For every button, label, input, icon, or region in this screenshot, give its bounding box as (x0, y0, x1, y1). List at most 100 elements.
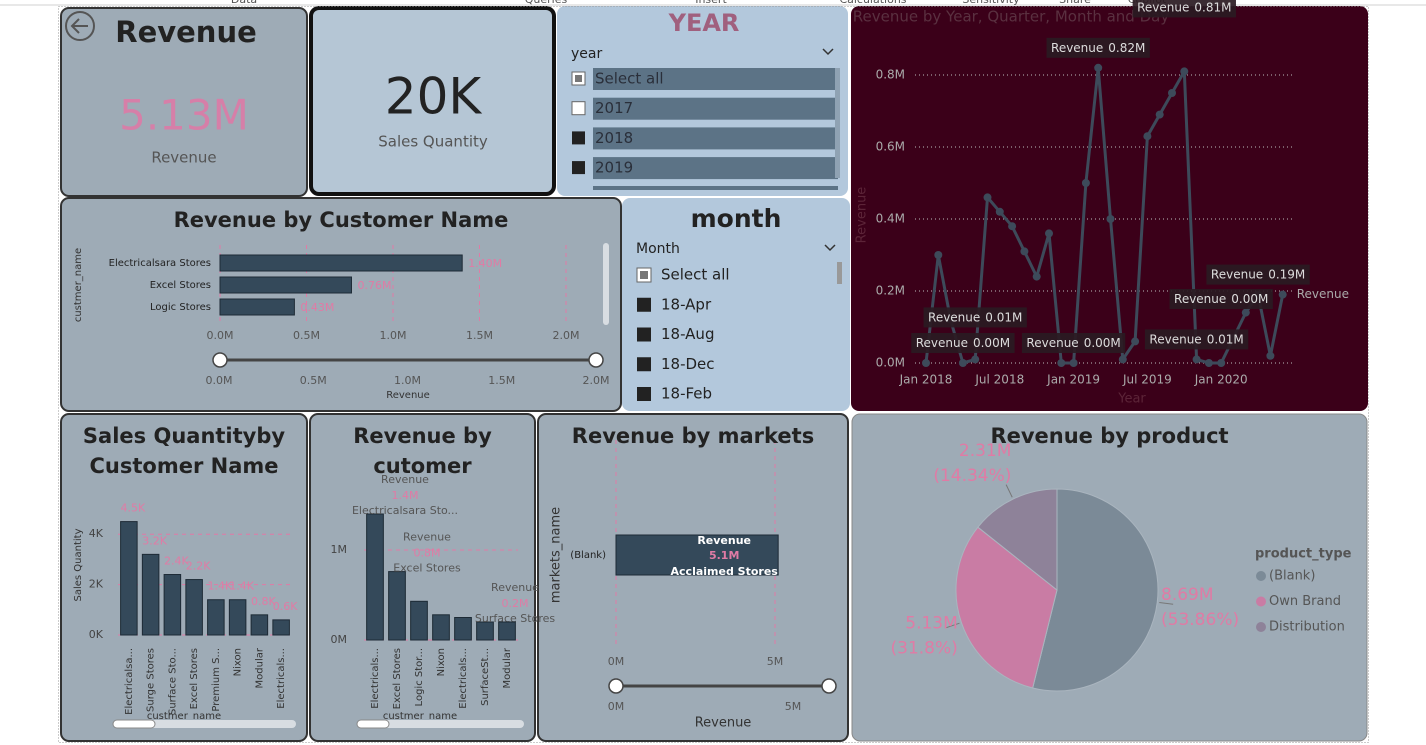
chart-title: Revenue by product (990, 424, 1229, 448)
scrollbar-thumb[interactable] (112, 719, 156, 729)
line (924, 66, 1285, 365)
x-tick-label: Surge Stores (146, 648, 157, 712)
data-label-value: 0.01M (985, 310, 1022, 324)
range-slider-knob[interactable] (821, 678, 837, 694)
legend-label[interactable]: (Blank) (1269, 569, 1315, 584)
data-label-value: 0.01M (1207, 332, 1244, 346)
dropdown-chevron[interactable] (822, 48, 834, 56)
point (983, 193, 992, 202)
checkbox[interactable] (572, 131, 585, 145)
legend-swatch (1256, 622, 1266, 632)
ribbon-tab[interactable]: Share (1059, 0, 1091, 6)
legend-title: product_type (1255, 547, 1352, 562)
bar (219, 276, 352, 294)
x-tick-label: Logic Stor... (414, 648, 425, 706)
range-slider-knob[interactable] (212, 352, 228, 368)
x-tick-label: 2.0M (553, 329, 580, 342)
slicer-item[interactable]: 2019 (595, 159, 633, 177)
data-label-detail: Acclaimed Stores (671, 565, 779, 578)
point (1192, 355, 1201, 364)
leader-line (946, 622, 960, 629)
checkbox[interactable] (637, 357, 651, 372)
slicer-item[interactable]: 18-Dec (661, 355, 715, 373)
checkbox[interactable] (637, 297, 651, 312)
slicer-item[interactable]: 18-Aug (661, 325, 714, 343)
data-label: 4.5K (121, 502, 146, 515)
data-label-name: Revenue (491, 581, 539, 594)
data-label-name: Revenue (1051, 40, 1103, 54)
bar (366, 513, 384, 641)
point (1106, 215, 1115, 223)
data-label: Revenue 0.81M (1137, 0, 1231, 14)
panel (60, 7, 308, 197)
y-axis-title: Sales Quantity (73, 528, 84, 601)
slicer-item[interactable]: 2018 (595, 129, 633, 147)
data-label-box (1206, 264, 1310, 285)
checkbox[interactable] (637, 387, 651, 401)
dropdown-chevron[interactable] (824, 244, 836, 252)
slicer-item[interactable]: Select all (595, 70, 664, 88)
data-label: Revenue 0.00M (1026, 336, 1120, 350)
panel (309, 6, 556, 196)
slicer-title: month (691, 204, 782, 233)
checkbox[interactable] (637, 327, 651, 342)
data-label: 5.13M (905, 613, 958, 633)
checkbox[interactable] (572, 161, 585, 175)
slider-label: 1.0M (394, 374, 421, 387)
range-slider-knob[interactable] (608, 678, 624, 694)
slicer-item[interactable]: Select all (661, 266, 730, 284)
x-axis-title: Revenue (695, 716, 752, 731)
x-tick-label: 0.5M (293, 329, 320, 342)
point (1278, 290, 1287, 299)
ribbon-tab[interactable]: Queries (525, 0, 568, 6)
scrollbar-thumb[interactable] (356, 719, 390, 729)
ribbon-tab[interactable]: Insert (695, 0, 727, 6)
slicer-item[interactable]: 2017 (595, 99, 633, 117)
slicer-item[interactable]: 18-Feb (661, 385, 712, 403)
y-tick-label: 0.6M (876, 140, 905, 154)
data-label-name: Revenue (1026, 336, 1078, 350)
data-label-name: Revenue (1174, 292, 1226, 306)
slicer-row (593, 157, 838, 180)
point (958, 359, 967, 367)
data-label: 2.4K (164, 555, 189, 568)
range-slider-knob[interactable] (588, 352, 604, 368)
slider-label: 1.5M (488, 374, 515, 387)
bar (476, 621, 494, 641)
x-tick-label: Nixon (436, 648, 447, 676)
y-tick-label: 0M (331, 633, 348, 646)
scrollbar (603, 243, 609, 325)
legend-label[interactable]: Own Brand (1269, 594, 1341, 609)
data-label: Revenue 0.19M (1211, 267, 1305, 281)
checkbox[interactable] (571, 101, 586, 116)
point (1094, 63, 1103, 72)
ribbon-tab[interactable]: Sensitivity (962, 0, 1020, 6)
back-button[interactable] (65, 11, 95, 41)
slider-label: 0.5M (300, 374, 327, 387)
point (1057, 359, 1066, 367)
point (1131, 337, 1140, 346)
y-tick-label: 0.4M (876, 212, 905, 226)
y-tick-label: 0.8M (876, 68, 905, 82)
ribbon-tab[interactable]: Data (231, 0, 257, 6)
data-label: 3.2K (142, 534, 167, 547)
y-tick-label: 1M (331, 543, 348, 556)
x-tick-label: Jul 2018 (974, 373, 1024, 387)
bar (615, 534, 779, 576)
data-label-value: 0.81M (1194, 0, 1231, 14)
x-axis-title: custmer_name (383, 711, 457, 722)
bar (272, 619, 290, 636)
pie-slice (955, 526, 1058, 689)
ribbon-tab[interactable]: Calculations (839, 0, 906, 6)
slicer-header: year (571, 46, 602, 62)
x-tick-label: 5M (767, 655, 784, 668)
data-label: Revenue 0.00M (916, 336, 1010, 350)
legend-label[interactable]: Distribution (1269, 620, 1345, 635)
data-label: 0.2M (502, 597, 529, 610)
slicer-header: Month (636, 241, 680, 257)
bar (454, 617, 472, 641)
point (922, 359, 930, 367)
slicer-item[interactable]: 18-Apr (661, 295, 712, 313)
point (1118, 355, 1127, 364)
